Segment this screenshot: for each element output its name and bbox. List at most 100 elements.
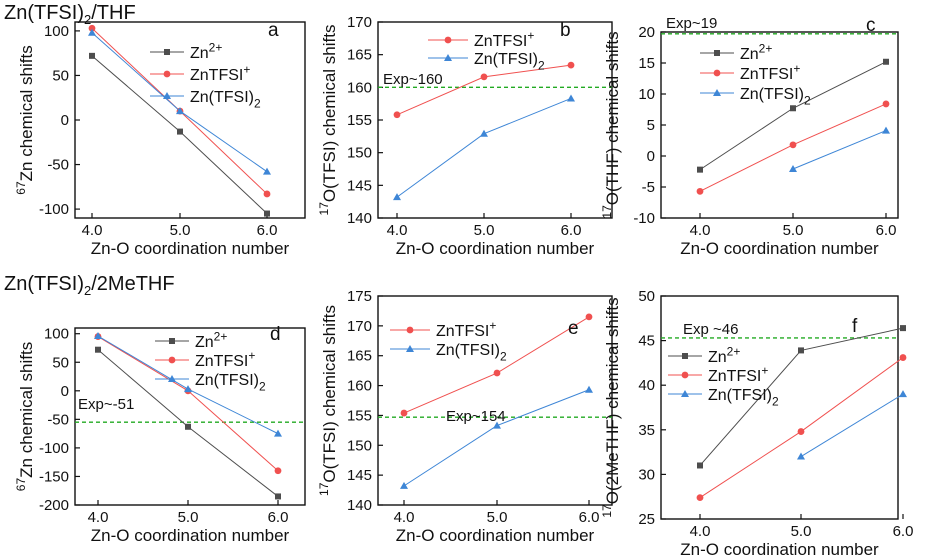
row-title-thf: Zn(TFSI)2/THF xyxy=(4,2,136,27)
data-point xyxy=(184,385,192,393)
x-axis-label: Zn-O coordination number xyxy=(680,239,879,258)
data-point xyxy=(89,52,95,59)
y-tick-label: 100 xyxy=(44,23,69,40)
data-point xyxy=(263,190,271,198)
plot-frame xyxy=(660,31,899,219)
y-tick-label: 35 xyxy=(638,422,655,439)
y-tick-label: -50 xyxy=(47,157,69,174)
legend: ZnTFSI+Zn(TFSI)2 xyxy=(390,319,507,364)
x-tick-label: 5.0 xyxy=(783,222,804,239)
y-axis-label: 67Zn chemical shifts xyxy=(14,45,36,194)
legend-marker xyxy=(169,338,175,344)
legend-label: Zn(TFSI)2 xyxy=(195,372,266,394)
legend-label: Zn(TFSI)2 xyxy=(708,387,779,409)
data-point xyxy=(797,452,805,460)
x-axis-label: Zn-O coordination number xyxy=(680,540,879,556)
y-tick-label: 5 xyxy=(647,117,655,134)
y-tick-label: 0 xyxy=(61,112,69,129)
y-tick-label: 15 xyxy=(638,55,655,72)
y-tick-label: 145 xyxy=(347,467,372,484)
y-tick-label: -200 xyxy=(39,497,69,514)
x-tick-label: 6.0 xyxy=(579,509,600,526)
plot-frame xyxy=(377,295,613,506)
x-axis-label: Zn-O coordination number xyxy=(91,526,290,545)
legend-label: Zn2+ xyxy=(708,345,740,366)
legend-label: ZnTFSI+ xyxy=(740,62,800,83)
legend-label: Zn2+ xyxy=(740,42,772,63)
plot-frame xyxy=(74,327,306,506)
data-point xyxy=(696,187,704,195)
legend-label: ZnTFSI+ xyxy=(190,63,250,84)
panel-letter: b xyxy=(560,20,571,41)
data-point xyxy=(393,193,401,201)
y-tick-label: 160 xyxy=(347,79,372,96)
x-tick-label: 6.0 xyxy=(268,509,289,526)
panel-e: 140 145 150 155 160 165 170 175 4.0 5.0 6.0Zn-O co… xyxy=(317,288,613,545)
legend-marker xyxy=(163,70,171,78)
y-axis-label: 17O(2MeTHF) chemical shifts xyxy=(600,297,622,517)
plot-frame xyxy=(660,295,899,520)
legend: ZnTFSI+Zn(TFSI)2 xyxy=(428,29,545,73)
panel-f: 25 30 35 40 45 50 4.0 5.0 6.0 Zn-O coordination n… xyxy=(600,288,913,556)
y-tick-label: 50 xyxy=(52,354,69,371)
y-tick-label: 0 xyxy=(647,148,655,165)
data-point xyxy=(493,369,501,377)
x-tick-label: 6.0 xyxy=(561,222,582,239)
data-point xyxy=(400,481,408,489)
x-tick-label: 5.0 xyxy=(474,222,495,239)
legend-marker xyxy=(681,371,689,379)
data-point xyxy=(567,61,575,69)
data-point xyxy=(899,354,907,361)
legend-marker xyxy=(168,356,176,364)
data-point xyxy=(697,462,703,469)
y-tick-label: 45 xyxy=(638,333,655,350)
legend-marker xyxy=(444,36,452,44)
data-point xyxy=(177,128,183,135)
legend-label: ZnTFSI+ xyxy=(708,364,768,385)
panel-d: -200 -150 -100 -50 0 50 100 4.0 5.0 6.0Zn-O coord… xyxy=(14,324,306,545)
data-point xyxy=(585,313,593,321)
x-tick-label: 4.0 xyxy=(88,509,109,526)
y-tick-label: -10 xyxy=(633,210,655,227)
data-point xyxy=(480,73,488,81)
legend-label: Zn(TFSI)2 xyxy=(474,51,545,73)
exp-reference-label: Exp ~46 xyxy=(683,321,738,338)
panel-c: -10 -5 0 5 10 15 20 4.0 5.0 6.0Zn-O coordination … xyxy=(600,15,899,258)
y-tick-label: -50 xyxy=(47,411,69,428)
exp-reference-label: Exp~19 xyxy=(666,15,717,32)
x-tick-label: 4.0 xyxy=(387,222,408,239)
data-point xyxy=(393,111,401,119)
legend-marker xyxy=(406,345,414,352)
panel-letter: f xyxy=(852,316,858,337)
legend-label: Zn(TFSI)2 xyxy=(740,86,811,108)
data-point xyxy=(900,325,906,332)
data-point xyxy=(798,347,804,354)
x-axis-label: Zn-O coordination number xyxy=(396,239,595,258)
data-point xyxy=(882,100,890,108)
data-point xyxy=(274,429,282,437)
legend-marker xyxy=(681,390,689,397)
legend-marker xyxy=(163,92,171,99)
series-line xyxy=(396,97,572,198)
data-point xyxy=(789,141,797,149)
row-title-2methf: Zn(TFSI)2/2MeTHF xyxy=(4,273,175,298)
data-point xyxy=(696,494,704,501)
legend-marker xyxy=(444,54,452,61)
y-tick-label: 10 xyxy=(638,86,655,103)
y-tick-label: -100 xyxy=(39,440,69,457)
legend-label: Zn2+ xyxy=(190,41,222,62)
legend-marker xyxy=(713,89,721,96)
data-point xyxy=(697,166,703,173)
y-tick-label: 155 xyxy=(347,112,372,129)
y-tick-label: 170 xyxy=(347,318,372,335)
y-tick-label: 165 xyxy=(347,47,372,64)
data-point xyxy=(899,390,907,398)
y-tick-label: 150 xyxy=(347,145,372,162)
x-tick-label: 6.0 xyxy=(257,222,278,239)
x-tick-label: 4.0 xyxy=(394,509,415,526)
legend-marker xyxy=(168,375,176,382)
legend-marker xyxy=(164,49,170,55)
legend-label: ZnTFSI+ xyxy=(195,349,255,370)
